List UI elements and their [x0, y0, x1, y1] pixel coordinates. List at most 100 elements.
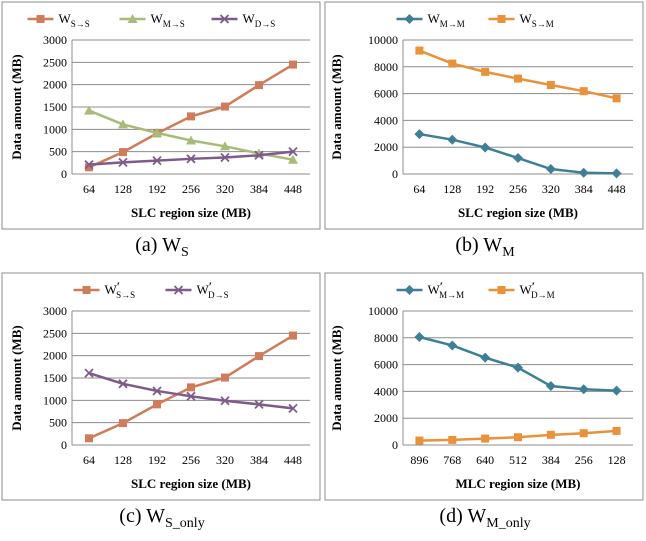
- legend-swatch-marker: [127, 14, 138, 23]
- data-point: [611, 385, 622, 396]
- y-tick-label: 4000: [374, 113, 398, 127]
- caption-b: (b) WM: [325, 234, 645, 261]
- data-point: [579, 429, 588, 438]
- y-tick-label: 1500: [43, 100, 67, 114]
- data-point: [220, 396, 230, 406]
- series-2: [415, 426, 621, 445]
- data-point: [514, 74, 522, 83]
- data-point: [480, 352, 491, 363]
- y-tick-label: 1500: [43, 371, 67, 385]
- data-point: [186, 135, 196, 145]
- y-tick-label: 500: [49, 416, 67, 430]
- legend-swatch-marker: [404, 285, 415, 295]
- data-point: [545, 164, 556, 175]
- x-axis-label: SLC region size (MB): [131, 476, 251, 491]
- x-tick-label: 128: [114, 453, 132, 467]
- data-point: [254, 150, 264, 160]
- legend-label: WS→M: [520, 11, 554, 29]
- series-2: [84, 368, 298, 414]
- y-tick-label: 0: [392, 438, 398, 452]
- data-point: [612, 426, 621, 435]
- x-tick-label: 256: [509, 182, 527, 196]
- data-point: [448, 435, 457, 444]
- data-point: [448, 59, 457, 68]
- data-point: [513, 362, 523, 373]
- data-point: [153, 400, 161, 409]
- x-tick-label: 256: [182, 182, 200, 196]
- data-point: [221, 102, 229, 111]
- data-point: [288, 403, 298, 414]
- data-point: [415, 436, 424, 445]
- series-2: [84, 105, 298, 164]
- caption-c-text: (c) W: [119, 505, 166, 527]
- legend-item-2: W′ D→S: [165, 279, 229, 300]
- legend-label: W′ D→M: [520, 279, 555, 300]
- legend-item-1: WS→S: [27, 11, 90, 29]
- data-point: [255, 81, 263, 90]
- legend-label: WD→S: [243, 11, 276, 29]
- data-point: [447, 134, 458, 145]
- series-2: [415, 46, 621, 103]
- legend-item-3: WD→S: [211, 11, 276, 29]
- x-tick-label: 320: [216, 182, 234, 196]
- y-axis-label: Data amount (MB): [9, 54, 24, 159]
- chart-c-svg: 0 500 1000 1500 2000 2500 3000 64 128 192 256 320 38…: [1, 272, 321, 501]
- chart-frame: [324, 272, 644, 501]
- legend-label: W′ D→S: [197, 279, 229, 300]
- data-point: [220, 141, 230, 151]
- data-point: [152, 127, 162, 137]
- x-tick-label: 768: [443, 453, 461, 467]
- x-tick-label: 384: [542, 453, 560, 467]
- legend-swatch-marker: [219, 14, 230, 24]
- legend-item-1: W′ S→S: [73, 279, 136, 300]
- data-point: [514, 433, 522, 442]
- series-1: [414, 129, 622, 179]
- chart-b-svg: 0 2000 4000 6000 8000 10000 64 128 192 256 320 384 4…: [324, 1, 644, 230]
- data-point: [84, 159, 94, 170]
- data-point: [578, 384, 589, 395]
- caption-d-sub: M_only: [486, 516, 531, 531]
- legend-swatch-marker: [404, 14, 415, 24]
- chart-d: 0 2000 4000 6000 8000 10000 896 768 640 512 384 256…: [323, 271, 646, 503]
- y-tick-label: 10000: [368, 304, 398, 318]
- legend-item-2: WM→S: [119, 11, 185, 29]
- data-point: [187, 383, 195, 392]
- data-point: [578, 167, 589, 178]
- y-axis-label: Data amount (MB): [329, 54, 344, 159]
- y-tick-label: 0: [61, 167, 67, 181]
- legend-label: W′ S→S: [105, 279, 136, 300]
- caption-c-sub: S_only: [165, 516, 205, 531]
- legend-label: WM→S: [151, 11, 185, 29]
- data-point: [119, 148, 127, 157]
- x-tick-label: 896: [410, 453, 428, 467]
- data-point: [118, 119, 128, 129]
- y-tick-label: 3000: [43, 304, 67, 318]
- data-point: [481, 434, 490, 443]
- x-tick-label: 128: [608, 453, 626, 467]
- data-point: [186, 391, 196, 401]
- legend-swatch-marker: [36, 15, 45, 23]
- chart-a-svg: 0 500 1000 1500 2000 2500 3000 64 128 192 256 320 38…: [1, 1, 321, 230]
- x-tick-label: 192: [476, 182, 494, 196]
- data-point: [513, 153, 523, 164]
- data-point: [480, 142, 491, 153]
- series-1: [85, 331, 297, 443]
- series-3: [84, 147, 298, 170]
- data-point: [414, 331, 425, 342]
- chart-c: 0 500 1000 1500 2000 2500 3000 64 128 192 256 320 38…: [0, 271, 323, 503]
- y-tick-label: 8000: [374, 331, 398, 345]
- x-tick-label: 64: [83, 182, 95, 196]
- data-point: [152, 386, 162, 396]
- data-point: [84, 105, 94, 115]
- data-point: [288, 147, 298, 157]
- caption-a-sub: S: [180, 245, 189, 260]
- x-tick-label: 320: [216, 453, 234, 467]
- x-axis-label: MLC region size (MB): [455, 476, 580, 491]
- y-tick-label: 2000: [374, 140, 398, 154]
- caption-d: (d) WM_only: [325, 505, 645, 532]
- y-tick-label: 3000: [43, 33, 67, 47]
- y-tick-label: 2000: [43, 78, 67, 92]
- caption-c: (c) WS_only: [2, 505, 322, 532]
- x-tick-label: 384: [250, 182, 268, 196]
- legend-item-2: W′ D→M: [488, 279, 555, 300]
